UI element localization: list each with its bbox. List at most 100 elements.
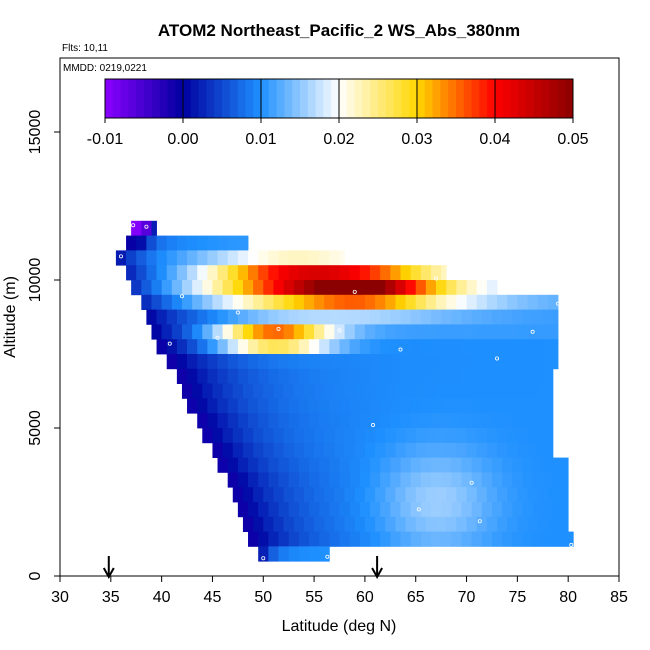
heatmap-cell	[517, 428, 528, 444]
heatmap-cell	[456, 428, 467, 444]
heatmap-cell	[481, 354, 493, 370]
heatmap-cell	[476, 383, 488, 399]
heatmap-cell	[522, 502, 534, 518]
heatmap-cell	[268, 368, 279, 384]
heatmap-cell	[517, 324, 528, 340]
colorbar-segment	[502, 79, 512, 118]
heatmap-cell	[207, 235, 218, 251]
heatmap-cell	[222, 324, 234, 340]
heatmap-cell	[476, 516, 488, 532]
heatmap-cell	[349, 502, 361, 518]
heatmap-cell	[268, 546, 279, 562]
heatmap-cell	[502, 398, 513, 414]
heatmap-cell	[430, 531, 442, 547]
heatmap-cell	[349, 413, 361, 429]
heatmap-cell	[334, 442, 345, 458]
heatmap-cell	[278, 368, 290, 384]
heatmap-cell	[314, 294, 325, 310]
y-tick-label: 5000	[27, 410, 44, 446]
heatmap-cell	[461, 413, 473, 429]
heatmap-cell	[390, 502, 401, 518]
heatmap-cell	[288, 531, 300, 547]
heatmap-cell	[146, 265, 157, 281]
heatmap-cell	[563, 457, 569, 473]
heatmap-cell	[253, 487, 264, 503]
heatmap-cell	[314, 442, 325, 458]
colorbar-segment	[471, 79, 480, 118]
heatmap-cell	[395, 280, 406, 296]
heatmap-cell	[364, 442, 376, 458]
x-tick-label: 60	[356, 589, 374, 606]
heatmap-cell	[476, 294, 488, 310]
heatmap-cell	[339, 265, 351, 281]
heatmap-cell	[248, 354, 259, 370]
heatmap-cell	[151, 324, 163, 340]
heatmap-cell	[339, 531, 351, 547]
colorbar-segment	[307, 79, 317, 118]
heatmap-cell	[151, 220, 157, 236]
heatmap-cell	[309, 413, 320, 429]
heatmap-cell	[237, 502, 249, 518]
heatmap-cell	[420, 354, 432, 370]
heatmap-cell	[212, 324, 224, 340]
colorbar-segment	[276, 79, 285, 118]
heatmap-cell	[263, 487, 274, 503]
heatmap-cell	[547, 442, 554, 458]
heatmap-cell	[461, 309, 473, 325]
heatmap-cell	[481, 339, 493, 355]
heatmap-cell	[319, 502, 330, 518]
heatmap-cell	[527, 428, 539, 444]
heatmap-cell	[471, 368, 483, 384]
heatmap-cell	[395, 516, 406, 532]
heatmap-cell	[319, 250, 330, 266]
heatmap-cell	[339, 250, 345, 266]
heatmap-cell	[309, 354, 320, 370]
heatmap-cell	[278, 531, 290, 547]
heatmap-cell	[309, 398, 320, 414]
colorbar-segment	[378, 79, 387, 118]
heatmap-cell	[400, 398, 412, 414]
heatmap-cell	[217, 339, 229, 355]
heatmap-cell	[400, 309, 412, 325]
heatmap-cell	[222, 442, 234, 458]
heatmap-cell	[237, 309, 249, 325]
heatmap-cell	[232, 294, 244, 310]
heatmap-cell	[461, 368, 473, 384]
heatmap-cell	[466, 516, 478, 532]
heatmap-cell	[486, 294, 498, 310]
heatmap-cell	[537, 428, 549, 444]
heatmap-cell	[512, 309, 523, 325]
heatmap-cell	[380, 472, 391, 488]
heatmap-cell	[349, 339, 361, 355]
heatmap-cell	[319, 531, 330, 547]
colorbar-segment	[424, 79, 434, 118]
heatmap-cell	[517, 294, 528, 310]
heatmap-cell	[131, 280, 142, 296]
heatmap-cell	[334, 383, 345, 399]
heatmap-cell	[319, 309, 330, 325]
heatmap-cell	[197, 398, 208, 414]
colorbar-segment	[534, 79, 543, 118]
heatmap-cell	[263, 324, 274, 340]
heatmap-cell	[171, 324, 183, 340]
heatmap-cell	[527, 487, 539, 503]
heatmap-cell	[390, 398, 401, 414]
heatmap-cell	[486, 383, 498, 399]
heatmap-cell	[497, 428, 508, 444]
heatmap-cell	[278, 354, 290, 370]
heatmap-cell	[512, 502, 523, 518]
heatmap-cell	[375, 442, 386, 458]
heatmap-cell	[354, 487, 366, 503]
heatmap-cell	[542, 398, 554, 414]
heatmap-cell	[497, 487, 508, 503]
heatmap-cell	[552, 354, 559, 370]
heatmap-cell	[369, 398, 381, 414]
heatmap-cell	[481, 502, 493, 518]
heatmap-cell	[446, 280, 457, 296]
heatmap-cell	[359, 309, 371, 325]
heatmap-cell	[415, 324, 427, 340]
heatmap-cell	[293, 280, 305, 296]
heatmap-cell	[461, 472, 473, 488]
heatmap-cell	[471, 531, 483, 547]
heatmap-cell	[176, 339, 188, 355]
